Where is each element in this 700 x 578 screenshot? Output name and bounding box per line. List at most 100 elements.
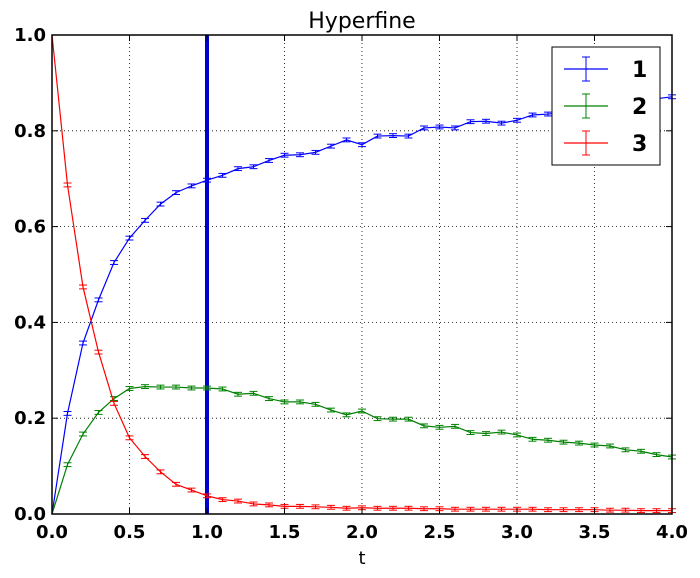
error-bar [482,506,490,512]
error-bar [110,260,118,265]
error-bar [544,507,552,513]
error-bar [466,506,475,512]
y-tick-label: 0.6 [14,217,46,238]
y-tick-label: 0.2 [14,408,46,429]
error-bar [327,407,335,413]
x-tick-label: 0.5 [114,522,146,543]
error-bar [606,443,614,449]
error-bar [342,505,351,511]
error-bar [513,432,521,438]
error-bar [249,501,258,507]
error-bar [311,401,320,407]
error-bar [420,506,428,512]
x-tick-label: 2.0 [346,522,378,543]
error-bar [79,431,87,437]
error-bar [156,201,165,207]
error-bar [373,505,382,511]
error-bar [125,386,134,391]
error-bar [234,166,242,172]
error-bar [528,436,537,442]
chart-title: Hyperfine [308,9,415,34]
error-bar [497,506,506,512]
series-3 [51,34,676,514]
error-bar [637,508,645,514]
error-bar [497,429,506,435]
x-tick-label: 4.0 [656,522,688,543]
error-bar [311,149,320,155]
error-bar [234,498,242,504]
error-bar [187,385,196,391]
error-bar [94,349,103,355]
x-tick-label: 1.5 [269,522,301,543]
error-bar [482,431,490,436]
error-bar [172,190,180,196]
error-bar [265,158,273,163]
error-bar [187,487,196,493]
error-bar [451,423,459,429]
error-bar [513,117,521,123]
legend: 1 2 3 [551,46,661,166]
error-bar [373,416,382,422]
error-bar [466,119,475,125]
error-bar [528,506,537,512]
error-bar [141,384,149,390]
error-bar [110,400,118,406]
error-bar [234,391,242,397]
error-bar [280,399,289,405]
error-bar [575,440,583,446]
legend-item-2: 2 [564,93,647,120]
error-bar [606,507,614,513]
error-bar [435,124,444,130]
error-bar [218,386,227,392]
error-bar [373,133,382,139]
series-2 [51,384,676,515]
error-bar [125,435,134,441]
error-bar [203,493,211,499]
y-tick-label: 0.0 [14,504,46,525]
error-bar [296,152,304,158]
error-bar [358,142,366,148]
legend-item-3: 3 [564,130,647,157]
error-bar [528,112,537,118]
y-tick-label: 1.0 [14,25,46,46]
error-bar [79,340,87,346]
error-bar [63,462,72,468]
y-tick-label: 0.4 [14,312,46,333]
error-bar [94,410,103,415]
error-bar [389,133,397,139]
error-bar [280,152,289,158]
error-bar [327,143,335,149]
legend-label: 2 [632,95,647,120]
error-bar [404,505,413,511]
error-bar [187,183,196,189]
error-bar [544,437,552,443]
error-bar [652,452,661,458]
error-bar [621,507,630,513]
legend-item-1: 1 [564,56,647,83]
error-bar [265,396,273,401]
error-bar [249,390,258,396]
error-bar [218,497,227,503]
error-bar [435,424,444,430]
error-bar [125,235,134,241]
error-bar [94,297,103,303]
ticks: 0.0 0.5 1.0 1.5 2.0 2.5 3.0 3.5 4.0 0.0 0.2 0.4 0.6 0… [14,25,688,543]
y-tick-label: 0.8 [14,121,46,142]
error-bar [559,507,568,513]
error-bar [342,412,351,418]
error-bar [652,508,661,514]
error-bar [466,430,475,435]
error-bar [203,385,211,391]
error-bar [172,384,180,390]
error-bar [482,118,490,124]
error-bar [249,164,258,170]
x-tick-label: 0.0 [36,522,68,543]
error-bar [296,399,304,405]
error-bar [621,447,630,453]
error-bar [389,505,397,511]
error-bar [590,442,599,448]
error-bar [203,177,211,183]
error-bar [420,423,428,429]
error-bar [296,503,304,509]
error-bar [79,284,87,290]
